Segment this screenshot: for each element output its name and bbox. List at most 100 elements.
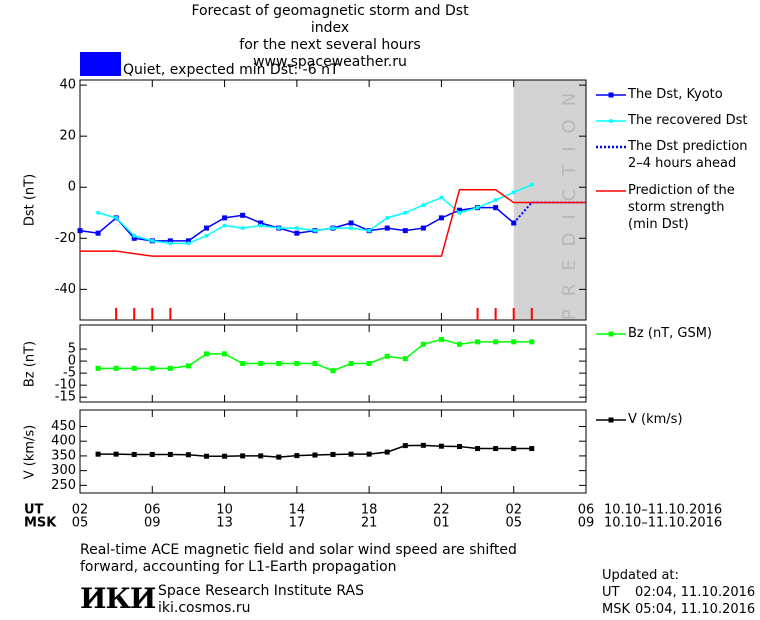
data-point [511,446,517,452]
data-point [312,452,318,458]
status-text: Quiet, expected min Dst: -6 nT [123,62,339,78]
updated-zone: MSK [602,602,630,617]
data-point [222,351,228,357]
data-point [167,365,173,371]
data-point [222,223,227,228]
data-point [240,212,246,218]
legend-label: The Dst prediction 2–4 hours ahead [628,139,748,171]
data-point [313,228,317,233]
data-point [367,228,371,233]
x-tick-label: 06 [144,503,161,518]
updated-time: 05:04, 11.10.2016 [635,602,756,617]
data-point [331,226,335,230]
data-point [113,451,119,457]
data-point [330,368,336,374]
y-tick-label: 0 [68,180,76,195]
data-point [113,365,119,371]
legend-marker [609,119,613,123]
plot-frame [79,409,587,494]
x-tick-label-msk: 21 [361,516,378,531]
data-point [438,443,444,449]
data-point [204,225,209,231]
x-tick-label: 02 [505,503,522,518]
data-point [366,451,372,457]
y-tick-label: 5 [68,342,76,357]
data-point [149,365,155,371]
data-point [77,228,83,234]
legend-label: Bz (nT, GSM) [628,326,713,341]
y-tick-label: -20 [55,231,76,246]
x-tick-label: 18 [361,503,378,518]
data-point [276,361,282,366]
y-tick-label: 300 [51,463,76,478]
data-point [96,211,100,215]
legend-marker [608,417,614,423]
data-point [131,451,137,457]
data-point [240,226,245,230]
data-point [240,361,246,366]
legend-marker [608,92,614,98]
prediction-label: PREDICTION [559,80,580,320]
data-point [204,453,209,459]
data-point [131,235,137,241]
plot-frame [79,324,587,403]
data-point [438,336,444,342]
data-point [439,195,444,200]
series-line [97,183,533,245]
legend-marker [608,331,614,337]
title: Forecast of geomagnetic storm and Dst in… [191,3,469,70]
x-tick-label-msk: 13 [216,516,233,531]
data-point [167,238,173,244]
series-line [80,189,586,257]
data-point [475,339,481,345]
y-tick-label: -40 [55,282,76,297]
data-point [131,365,137,371]
legend-label: The recovered Dst [628,113,748,128]
data-point [132,233,136,238]
site: iki.cosmos.ru [158,600,251,616]
data-point [457,207,462,213]
data-point [420,442,426,448]
data-point [185,363,191,369]
data-point [150,239,155,243]
x-tick-label-msk: 09 [578,516,595,531]
plot-frame [79,79,587,321]
data-point [295,226,299,230]
data-point [366,361,372,366]
series-line [98,338,532,372]
data-point [95,365,101,371]
ut-label: UT [24,503,44,518]
data-point [475,446,481,452]
legend-label: The Dst, Kyoto [628,87,723,102]
data-point [493,446,499,452]
data-point [349,226,353,230]
data-point [385,216,389,220]
data-point [114,216,118,220]
data-point [402,443,408,449]
data-point [186,241,191,246]
x-tick-label-msk: 05 [72,516,89,531]
y-axis-title: Bz (nT) [23,341,38,387]
legend-label: Prediction of the storm strength (min Ds… [628,183,735,232]
x-tick-label: 06 [578,503,595,518]
y-tick-label: 0 [68,354,76,369]
x-tick-label-msk: 09 [144,516,161,531]
data-point [420,341,426,347]
data-point [348,361,354,366]
y-tick-label: -15 [55,390,76,405]
data-point [258,453,264,459]
y-tick-label: 250 [51,478,76,493]
updated-zone: UT [602,585,620,600]
data-point [294,453,300,459]
data-point [294,230,300,236]
y-axis-title: V (km/s) [23,425,38,480]
data-point [95,230,101,236]
x-tick-label-msk: 17 [289,516,306,531]
data-point [403,211,408,215]
y-tick-label: 20 [59,129,76,144]
data-point [511,190,516,195]
updated-label: Updated at: [602,568,679,583]
data-point [529,339,535,345]
data-point [348,220,354,226]
